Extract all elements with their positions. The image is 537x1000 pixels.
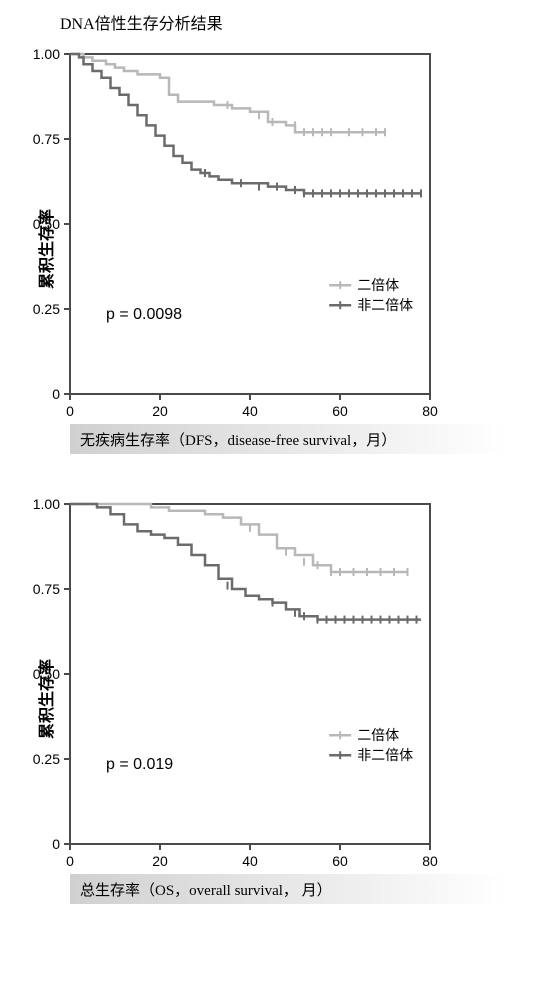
xtick-label: 80 — [422, 853, 438, 869]
xtick-label: 0 — [66, 403, 74, 419]
x-axis-label-box: 总生存率（OS，overall survival， 月） — [70, 874, 507, 904]
km-curve-non-diploid — [70, 504, 421, 620]
p-value: p = 0.019 — [106, 756, 173, 773]
km-chart-0: 00.250.500.751.00020406080p = 0.0098二倍体非… — [10, 44, 510, 424]
km-curve-diploid — [70, 54, 385, 132]
ytick-label: 1.00 — [33, 496, 60, 512]
xtick-label: 80 — [422, 403, 438, 419]
ytick-label: 1.00 — [33, 46, 60, 62]
legend-label: 二倍体 — [357, 728, 399, 744]
main-title: DNA倍性生存分析结果 — [60, 10, 527, 34]
plot-border — [70, 504, 430, 844]
xtick-label: 0 — [66, 853, 74, 869]
x-axis-label: 无疾病生存率（DFS，disease-free survival，月） — [80, 429, 396, 450]
legend-label: 非二倍体 — [357, 298, 413, 314]
km-chart-1: 00.250.500.751.00020406080p = 0.019二倍体非二… — [10, 494, 510, 874]
legend-label: 二倍体 — [357, 278, 399, 294]
xtick-label: 20 — [152, 853, 168, 869]
y-axis-label: 累积生存率 — [33, 209, 57, 289]
xtick-label: 20 — [152, 403, 168, 419]
km-panel-1: 累积生存率 00.250.500.751.00020406080p = 0.01… — [10, 494, 527, 904]
y-axis-label: 累积生存率 — [33, 659, 57, 739]
plot-border — [70, 54, 430, 394]
xtick-label: 40 — [242, 403, 258, 419]
ytick-label: 0 — [52, 836, 60, 852]
xtick-label: 40 — [242, 853, 258, 869]
ytick-label: 0 — [52, 386, 60, 402]
km-curve-non-diploid — [70, 54, 421, 193]
ytick-label: 0.25 — [33, 301, 60, 317]
ytick-label: 0.75 — [33, 131, 60, 147]
xtick-label: 60 — [332, 403, 348, 419]
km-panel-0: 累积生存率 00.250.500.751.00020406080p = 0.00… — [10, 44, 527, 454]
xtick-label: 60 — [332, 853, 348, 869]
ytick-label: 0.75 — [33, 581, 60, 597]
ytick-label: 0.25 — [33, 751, 60, 767]
x-axis-label-box: 无疾病生存率（DFS，disease-free survival，月） — [70, 424, 507, 454]
x-axis-label: 总生存率（OS，overall survival， 月） — [80, 879, 332, 900]
legend-label: 非二倍体 — [357, 748, 413, 764]
p-value: p = 0.0098 — [106, 306, 182, 323]
